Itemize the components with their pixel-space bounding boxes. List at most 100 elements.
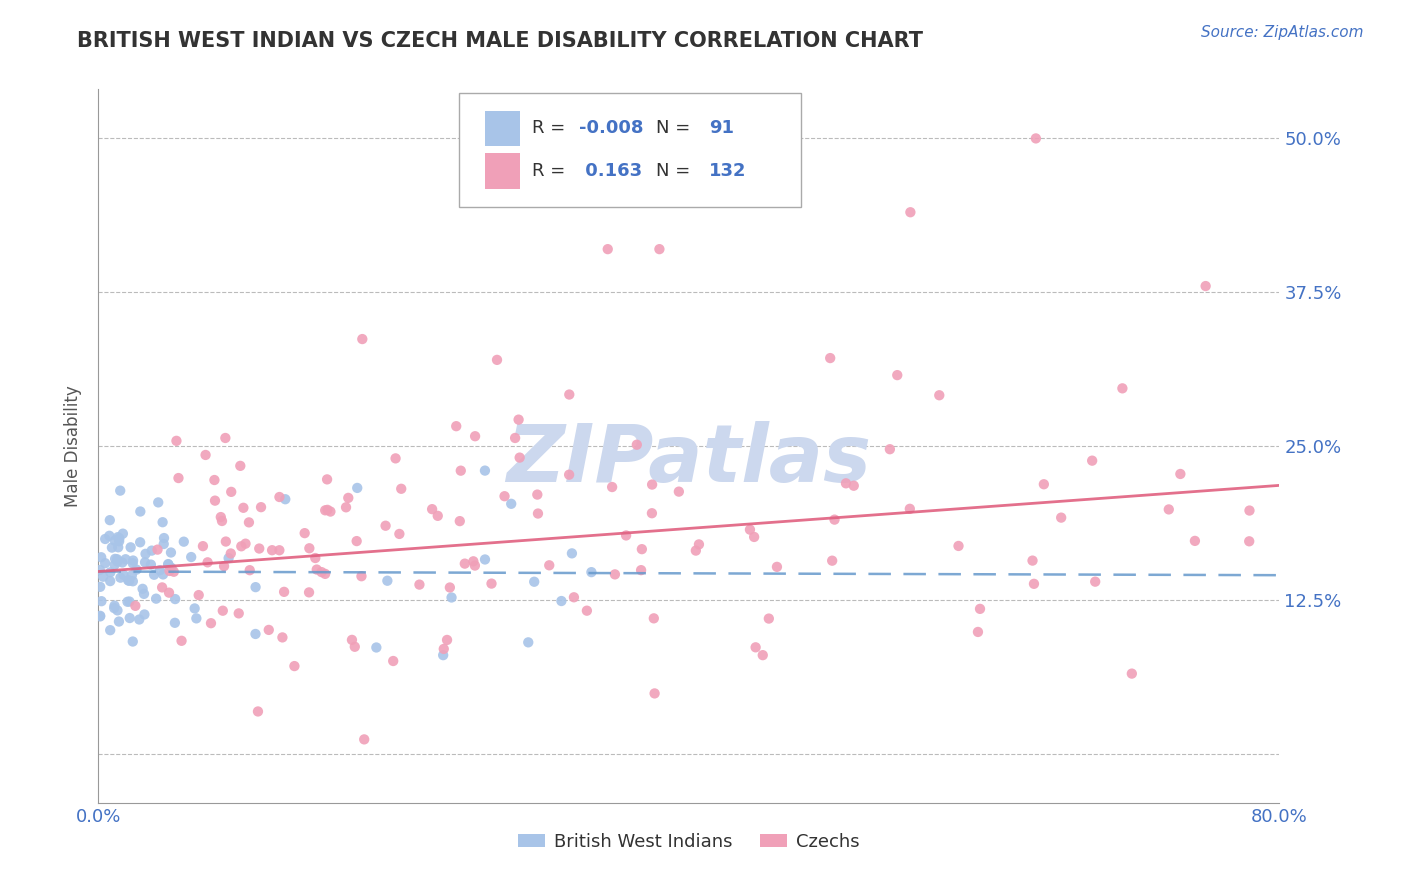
Point [561, 546, 583, 560]
Point [433, 641, 456, 656]
Point [343, 640, 366, 654]
Point [94, 556, 117, 570]
Point [218, 551, 240, 566]
Point [228, 607, 250, 621]
Point [648, 242, 671, 256]
Point [204, 473, 226, 487]
Point [121, 556, 143, 570]
Point [120, 541, 142, 555]
Point [384, 451, 406, 466]
Point [842, 479, 865, 493]
Point [269, 543, 291, 558]
Point [108, 615, 131, 629]
Point [146, 542, 169, 557]
Point [283, 659, 305, 673]
Point [211, 514, 233, 528]
Point [818, 351, 841, 365]
Point [212, 559, 235, 574]
Point [125, 563, 148, 577]
Point [129, 535, 152, 549]
Point [474, 552, 496, 566]
Point [91, 570, 114, 584]
Point [758, 611, 780, 625]
Point [134, 555, 156, 569]
Point [250, 500, 273, 515]
Point [382, 654, 405, 668]
Point [94, 532, 117, 546]
Point [298, 541, 321, 556]
Point [103, 601, 125, 615]
Y-axis label: Male Disability: Male Disability [65, 385, 83, 507]
Point [214, 431, 236, 445]
Point [121, 568, 143, 582]
Point [436, 632, 458, 647]
Point [159, 564, 181, 578]
Point [316, 503, 339, 517]
Point [1084, 574, 1107, 589]
Text: BRITISH WEST INDIAN VS CZECH MALE DISABILITY CORRELATION CHART: BRITISH WEST INDIAN VS CZECH MALE DISABI… [77, 31, 924, 51]
Point [408, 577, 430, 591]
Point [835, 476, 858, 491]
Point [262, 543, 284, 558]
Point [450, 464, 472, 478]
Point [626, 438, 648, 452]
Point [245, 580, 267, 594]
Point [90, 550, 112, 565]
Point [152, 537, 174, 551]
Point [527, 507, 550, 521]
Point [107, 603, 129, 617]
Point [104, 552, 127, 566]
Point [186, 611, 208, 625]
Point [685, 543, 707, 558]
Text: R =: R = [531, 162, 571, 180]
Point [128, 613, 150, 627]
Point [668, 484, 690, 499]
Point [440, 591, 463, 605]
Point [219, 546, 242, 560]
Point [474, 464, 496, 478]
Point [314, 503, 336, 517]
Point [335, 500, 357, 515]
Point [149, 563, 172, 577]
Point [129, 504, 152, 518]
Point [641, 506, 664, 520]
Point [449, 514, 471, 528]
Point [581, 565, 603, 579]
Point [170, 633, 193, 648]
Point [1021, 553, 1043, 567]
Point [141, 543, 163, 558]
Point [614, 528, 637, 542]
Point [117, 595, 139, 609]
Point [187, 588, 209, 602]
Text: Source: ZipAtlas.com: Source: ZipAtlas.com [1201, 25, 1364, 40]
Point [209, 510, 232, 524]
Point [600, 480, 623, 494]
Point [744, 640, 766, 655]
Point [117, 574, 139, 588]
Point [110, 483, 132, 498]
Legend: British West Indians, Czechs: British West Indians, Czechs [510, 826, 868, 858]
Point [346, 534, 368, 549]
Point [900, 205, 922, 219]
Point [494, 489, 516, 503]
Point [603, 567, 626, 582]
Point [235, 537, 257, 551]
Point [641, 477, 664, 491]
Point [273, 585, 295, 599]
Point [239, 563, 262, 577]
Point [157, 557, 180, 571]
Point [688, 537, 710, 551]
Point [752, 648, 775, 662]
Text: 0.163: 0.163 [579, 162, 643, 180]
Point [107, 530, 129, 544]
Point [134, 607, 156, 622]
Point [118, 594, 141, 608]
Point [89, 609, 111, 624]
Point [509, 450, 531, 465]
Point [89, 563, 111, 577]
Point [298, 585, 321, 599]
Point [90, 594, 112, 608]
Point [89, 580, 111, 594]
Point [238, 516, 260, 530]
Point [538, 558, 561, 573]
